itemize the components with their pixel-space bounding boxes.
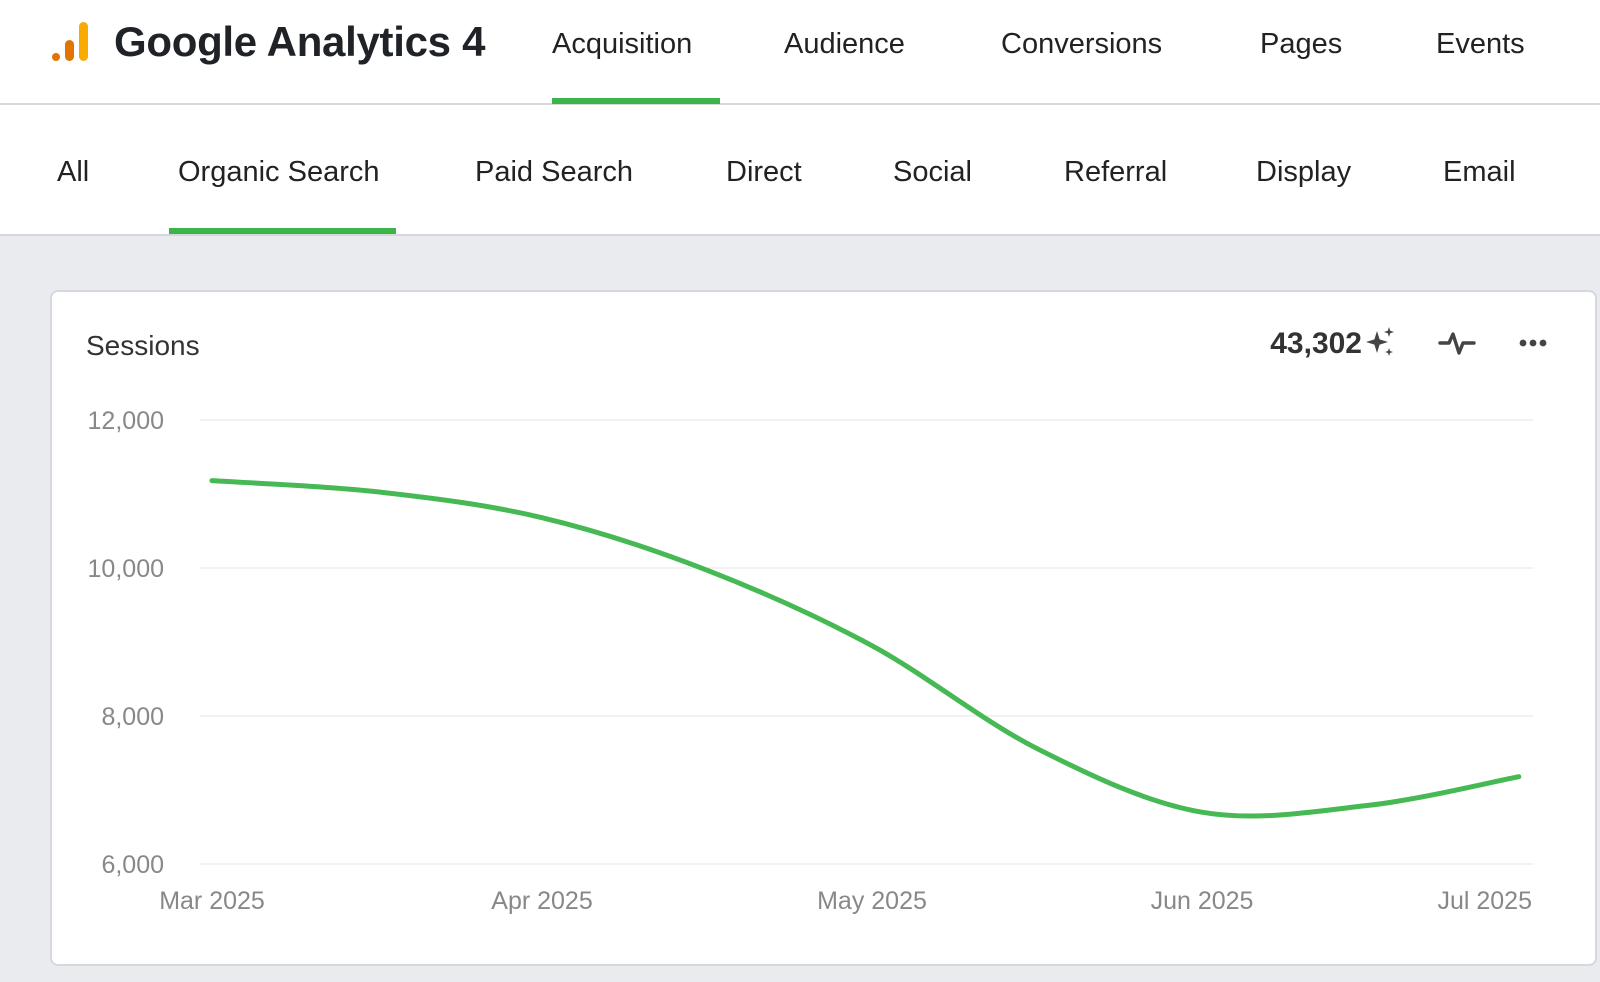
active-tab-indicator	[552, 98, 720, 104]
x-tick-label: Mar 2025	[159, 887, 265, 915]
y-tick-label: 10,000	[88, 555, 164, 583]
data-point	[1516, 774, 1521, 779]
more-icon[interactable]	[1513, 322, 1553, 362]
card-title: Sessions	[86, 330, 200, 361]
subtab-direct[interactable]: Direct	[726, 156, 802, 188]
tab-pages[interactable]: Pages	[1260, 28, 1343, 60]
sessions-series-line	[209, 478, 1522, 819]
y-tick-label: 12,000	[88, 407, 164, 435]
pulse-icon[interactable]	[1437, 322, 1477, 362]
tab-conversions[interactable]: Conversions	[1001, 28, 1163, 60]
sessions-chart: 12,000 10,000 8,000 6,000 Mar 2025 Apr 2025 Ma…	[88, 407, 1533, 915]
subtab-email[interactable]: Email	[1443, 156, 1516, 188]
y-tick-label: 8,000	[101, 703, 164, 731]
app-title: Google Analytics 4	[114, 18, 486, 65]
channel-navigation: All Organic Search Paid Search Direct So…	[0, 105, 1600, 236]
x-tick-label: Apr 2025	[491, 887, 592, 915]
data-point	[1365, 803, 1370, 808]
subtab-display[interactable]: Display	[1256, 156, 1352, 188]
tab-audience[interactable]: Audience	[784, 28, 905, 60]
analytics-logo-icon	[50, 20, 94, 64]
top-navigation: Google Analytics 4 Acquisition Audience …	[0, 0, 1600, 105]
data-point	[705, 568, 710, 573]
x-tick-label: Jul 2025	[1437, 887, 1532, 915]
sessions-total: 43,302	[1270, 327, 1362, 360]
x-tick-label: May 2025	[817, 887, 927, 915]
y-tick-label: 6,000	[101, 851, 164, 879]
tab-events[interactable]: Events	[1436, 28, 1525, 60]
data-point	[210, 478, 215, 483]
subtab-social[interactable]: Social	[893, 156, 972, 188]
subtab-paid-search[interactable]: Paid Search	[475, 156, 633, 188]
subtab-all[interactable]: All	[57, 156, 90, 188]
data-point	[375, 489, 380, 494]
active-subtab-indicator	[169, 228, 396, 234]
data-point	[1200, 810, 1205, 815]
sessions-card: 12,000 10,000 8,000 6,000 Mar 2025 Apr 2025 Ma…	[50, 290, 1597, 966]
x-tick-label: Jun 2025	[1151, 887, 1254, 915]
sparkle-icon[interactable]	[1360, 322, 1400, 362]
data-point	[870, 643, 875, 648]
tab-acquisition[interactable]: Acquisition	[552, 28, 693, 60]
subtab-organic-search[interactable]: Organic Search	[178, 156, 380, 188]
data-point	[1035, 746, 1040, 751]
data-point	[540, 515, 545, 520]
subtab-referral[interactable]: Referral	[1064, 156, 1168, 188]
